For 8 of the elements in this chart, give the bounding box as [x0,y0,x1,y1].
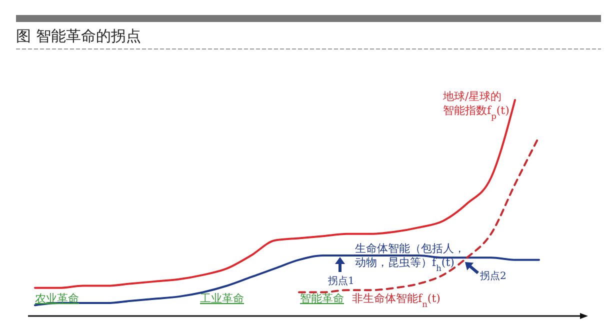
series-label: 非生命体智能f$_{n}$(t) [352,292,440,309]
annotation: 智能革命 [300,292,344,305]
annotation: 拐点1 [327,275,354,287]
annotation: 拐点2 [479,270,506,282]
annotation: 工业革命 [200,292,244,305]
series-label: 地球/星球的智能指数f$_{p}$(t) [442,90,510,121]
chart-title: 图 智能革命的拐点 [16,27,141,45]
annotation: 农业革命 [35,292,79,305]
